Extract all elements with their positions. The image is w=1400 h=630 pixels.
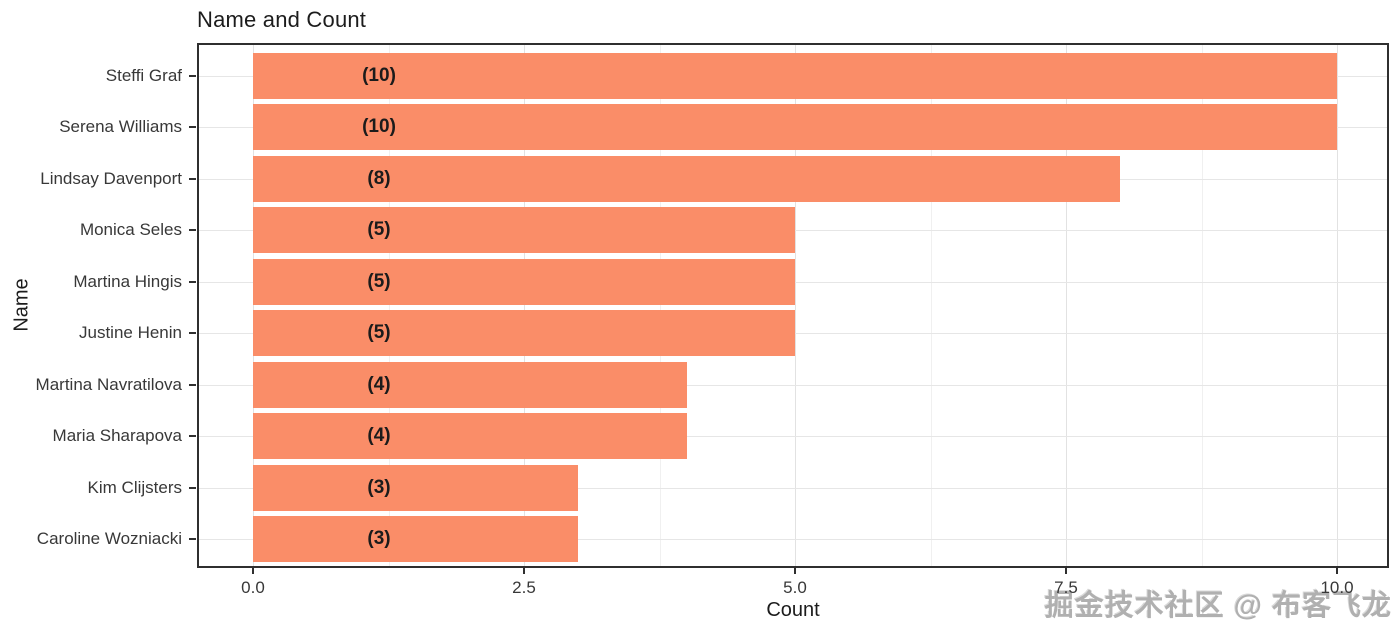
y-tick-label: Monica Seles [79,220,182,240]
x-tick-label: 0.0 [241,578,265,597]
x-tick-mark [252,568,254,574]
x-tick-label: 10.0 [1320,578,1354,597]
gridline-v-major [253,45,254,566]
bar: (3) [253,516,579,563]
bar: (10) [253,52,1337,99]
watermark: 掘金技术社区 @ 布客飞龙 [1044,590,1392,622]
bar: (5) [253,258,795,305]
x-tick-mark [1336,568,1338,574]
bar-label: (4) [367,425,391,447]
gridline-v-minor [1201,45,1203,566]
bar-label: (10) [362,116,396,138]
x-tick-label: 2.5 [512,578,536,597]
bar-label: (3) [367,528,391,550]
gridline-v-major [1337,45,1338,566]
y-tick-mark [189,332,196,335]
x-axis-title: Count [766,599,820,621]
y-tick-label: Caroline Wozniacki [36,529,182,549]
y-tick-mark [189,177,196,180]
gridline-v-minor [659,45,661,566]
y-tick-label: Kim Clijsters [87,477,182,497]
y-tick-mark [189,74,196,77]
bar-label: (3) [367,476,391,498]
bar: (3) [253,464,579,511]
x-tick-mark [523,568,525,574]
gridline-h-major [199,384,1387,386]
y-tick-mark [189,538,196,541]
x-tick-mark [1065,568,1067,574]
y-tick-mark [189,280,196,283]
chart-title: Name and Count [197,7,367,32]
bar: (8) [253,155,1121,202]
y-tick-mark [189,435,196,438]
bar: (5) [253,207,795,254]
gridline-v-major [795,45,796,566]
bar-label: (4) [367,373,391,395]
y-tick-label: Serena Williams [59,117,182,137]
gridline-v-major [1066,45,1067,566]
y-tick-mark [189,229,196,232]
bar-label: (10) [362,64,396,86]
y-tick-label: Justine Henin [78,323,182,343]
gridline-h-major [199,436,1387,438]
gridline-h-major [199,539,1387,541]
y-tick-label: Martina Navratilova [35,374,182,394]
y-axis-labels: Steffi Graf Serena Williams Lindsay Davenp… [0,45,186,566]
gridline-v-minor [930,45,932,566]
gridline-v-major [524,45,525,566]
bar-label: (5) [367,322,391,344]
plot-panel: (10) (10) (8) (5) (5) (5) (4) (4) (3) (3) [197,43,1389,568]
y-tick-label: Lindsay Davenport [40,168,182,188]
y-tick-label: Maria Sharapova [52,426,182,446]
y-tick-mark [189,486,196,489]
bar-label: (5) [367,219,391,241]
y-tick-mark [189,126,196,129]
x-tick-label: 5.0 [783,578,807,597]
bar: (4) [253,413,687,460]
x-tick-label: 7.5 [1054,578,1078,597]
bar: (5) [253,310,795,357]
gridline-v-minor [388,45,390,566]
bar: (10) [253,104,1337,151]
y-tick-label: Martina Hingis [73,271,182,291]
y-tick-mark [189,383,196,386]
bar-label: (5) [367,270,391,292]
y-tick-label: Steffi Graf [105,65,182,85]
bar-label: (8) [367,167,391,189]
gridline-h-major [199,487,1387,489]
x-tick-mark [794,568,796,574]
bar: (4) [253,361,687,408]
